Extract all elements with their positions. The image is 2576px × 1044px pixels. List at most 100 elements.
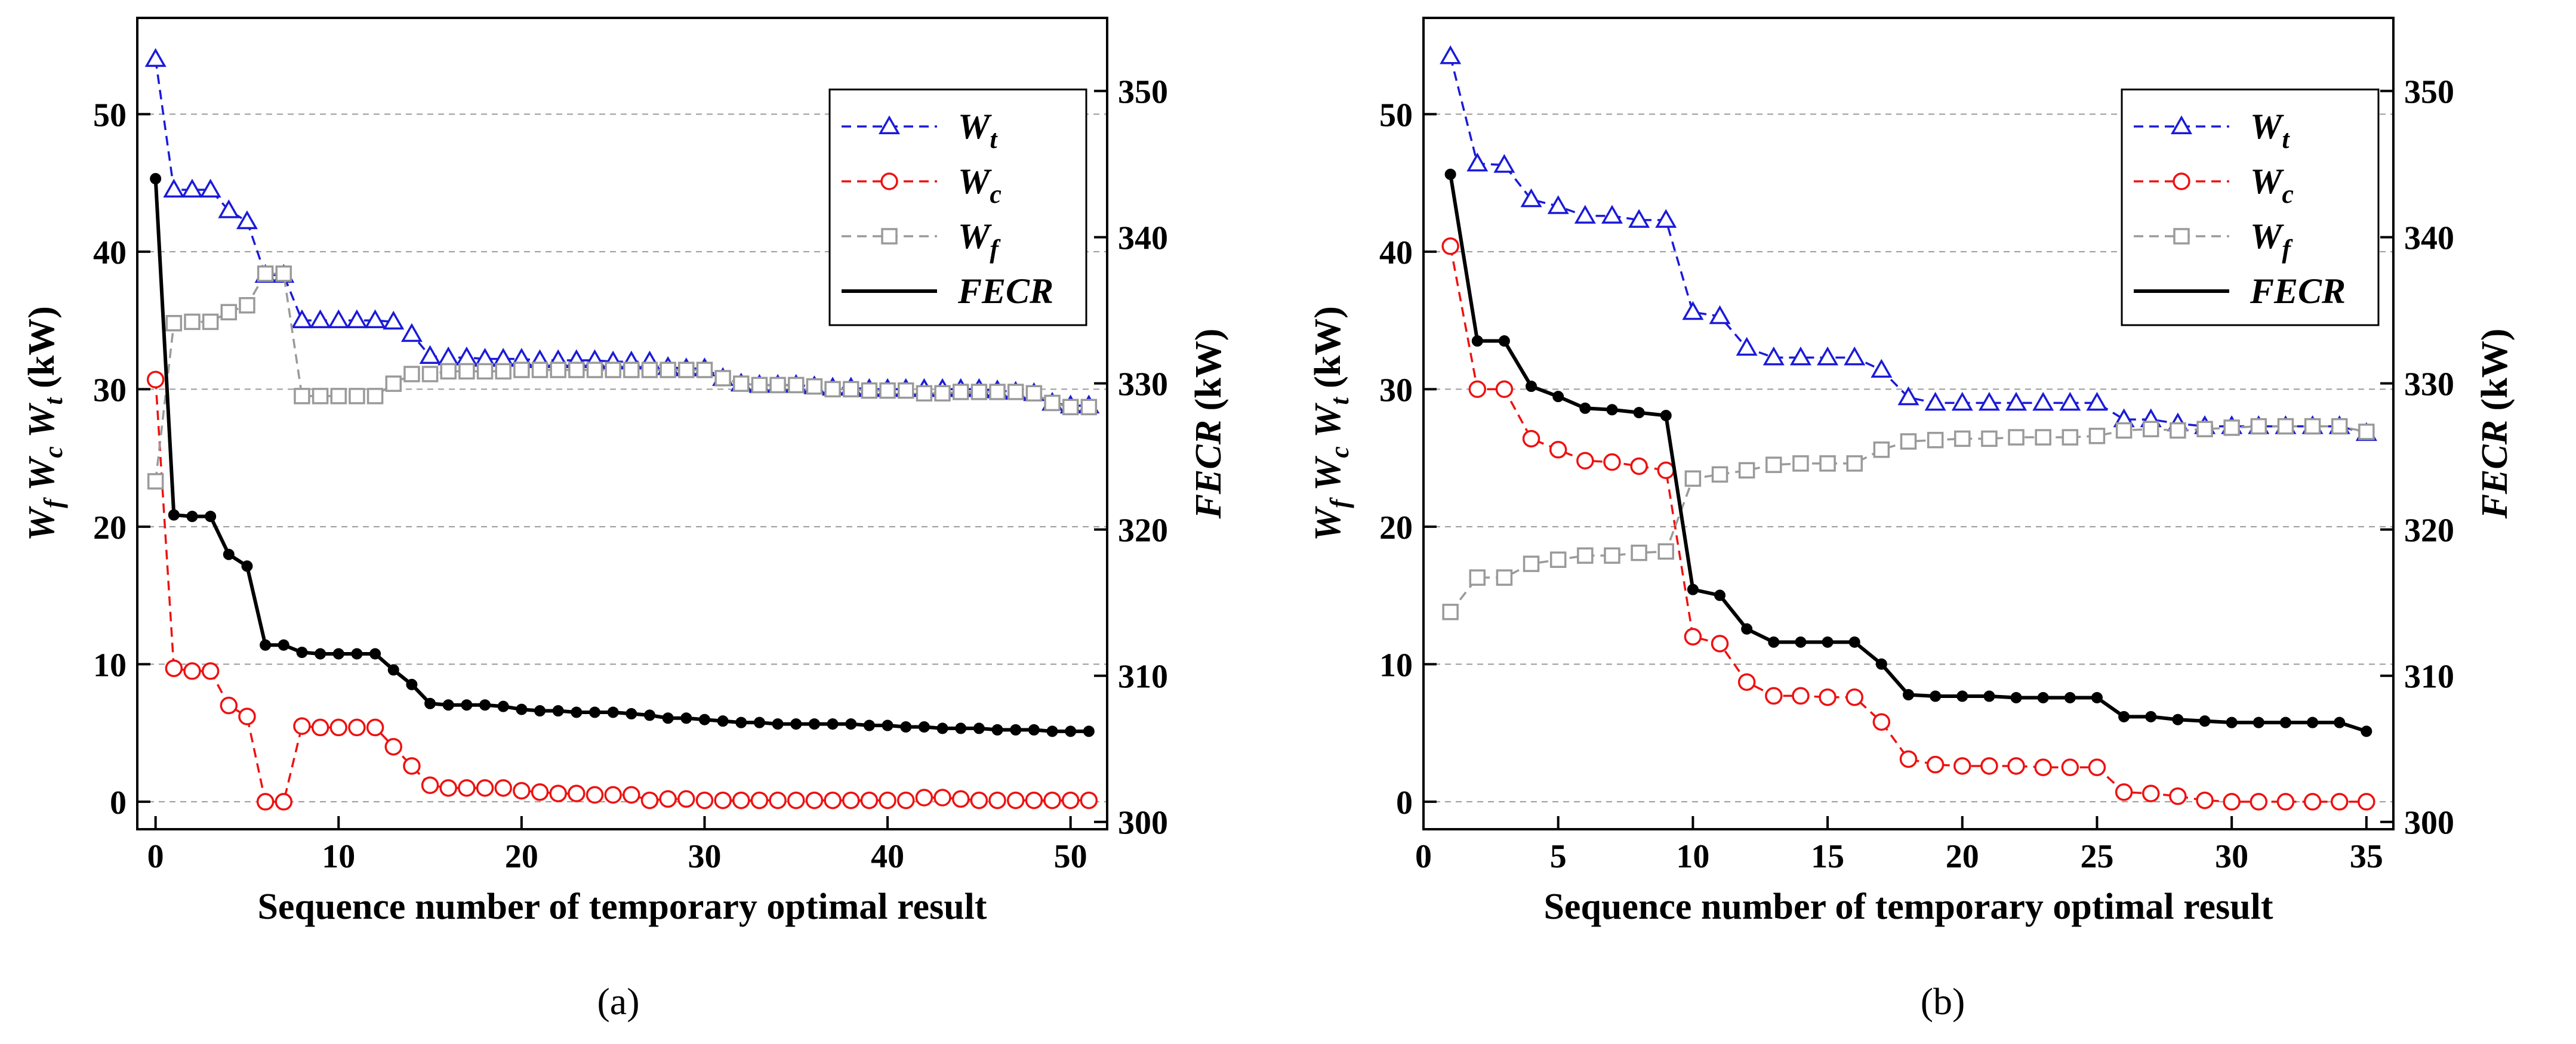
data-point xyxy=(824,381,841,398)
legend-label: Wc xyxy=(2250,162,2294,209)
data-point xyxy=(516,703,528,715)
data-point xyxy=(202,313,219,331)
data-point xyxy=(205,511,217,523)
data-point xyxy=(455,346,477,366)
data-point xyxy=(1792,455,1809,472)
data-point xyxy=(147,473,164,490)
data-point xyxy=(568,784,586,802)
data-point xyxy=(2226,716,2238,728)
data-point xyxy=(1549,551,1567,568)
data-point xyxy=(223,548,235,560)
data-point xyxy=(827,718,839,730)
series-line xyxy=(154,58,1089,407)
data-point xyxy=(2304,418,2321,435)
legend-marker xyxy=(2170,115,2193,134)
data-point xyxy=(349,388,365,404)
data-point xyxy=(497,700,509,712)
data-point xyxy=(1711,466,1728,483)
data-point xyxy=(369,648,381,660)
data-point xyxy=(1552,391,1564,403)
data-point xyxy=(364,309,386,329)
data-point xyxy=(625,708,637,719)
data-point xyxy=(897,382,914,399)
data-point xyxy=(882,719,893,731)
data-point xyxy=(735,716,747,728)
x-axis-title: Sequence number of temporary optimal res… xyxy=(257,887,987,927)
data-point xyxy=(2199,715,2211,727)
plot-frame xyxy=(136,17,1108,830)
data-point xyxy=(534,705,546,717)
y-right-tick-label: 310 xyxy=(1118,659,1168,696)
data-point xyxy=(1526,381,1537,393)
data-point xyxy=(1441,237,1459,255)
x-tick-label: 50 xyxy=(1054,838,1087,875)
data-point xyxy=(1736,336,1758,356)
data-point xyxy=(1682,301,1704,320)
data-point xyxy=(421,366,439,382)
data-point xyxy=(677,790,695,808)
data-point xyxy=(769,376,786,394)
data-point xyxy=(1978,391,2000,411)
data-point xyxy=(419,345,441,365)
legend-marker xyxy=(881,228,898,245)
data-point xyxy=(2037,691,2049,703)
series-fecr xyxy=(150,173,1095,737)
x-tick-label: 35 xyxy=(2350,838,2383,875)
data-point xyxy=(2361,725,2372,737)
data-point xyxy=(293,717,311,735)
data-point xyxy=(640,791,659,810)
y-right-tick-label: 350 xyxy=(1118,74,1168,111)
x-tick-label: 20 xyxy=(1946,838,1979,875)
data-point xyxy=(2091,691,2103,703)
data-point xyxy=(1468,380,1487,399)
data-point xyxy=(2358,793,2375,811)
data-point xyxy=(163,178,185,198)
data-point xyxy=(2145,711,2157,722)
data-point xyxy=(824,791,842,810)
data-point xyxy=(1062,399,1079,416)
data-point xyxy=(1875,658,1887,670)
data-point xyxy=(680,712,692,724)
data-point xyxy=(1709,305,1731,325)
data-point xyxy=(623,786,640,804)
data-point xyxy=(805,791,824,810)
y-left-axis-title: Wf Wc Wt (kW) xyxy=(1308,306,1354,541)
data-point xyxy=(184,313,201,331)
panel-label: (b) xyxy=(1921,980,1965,1023)
data-point xyxy=(2010,691,2022,703)
data-point xyxy=(751,376,768,394)
data-point xyxy=(1956,690,1968,702)
data-point xyxy=(678,362,695,378)
legend-label: FECR xyxy=(957,271,1053,311)
data-point xyxy=(2334,716,2346,728)
data-point xyxy=(236,210,258,230)
data-point xyxy=(1737,673,1756,691)
y-right-tick-label: 300 xyxy=(2404,805,2454,842)
data-point xyxy=(1741,623,1753,635)
y-right-axis-title: FECR (kW) xyxy=(2475,329,2515,520)
data-point xyxy=(186,511,198,523)
data-point xyxy=(1577,547,1594,564)
data-point xyxy=(531,362,549,378)
data-point xyxy=(1871,359,1893,378)
data-point xyxy=(1714,589,1726,601)
legend-marker xyxy=(880,172,898,190)
data-point xyxy=(550,362,566,378)
y-left-tick-label: 20 xyxy=(1379,509,1413,546)
legend-marker xyxy=(878,115,901,134)
data-point xyxy=(2008,429,2025,446)
data-point xyxy=(260,639,272,651)
data-point xyxy=(861,382,878,399)
y-right-tick-label: 340 xyxy=(1118,220,1168,257)
data-point xyxy=(329,718,348,737)
data-point xyxy=(1954,430,1971,447)
data-point xyxy=(2088,427,2106,444)
data-point xyxy=(421,776,439,794)
data-point xyxy=(1630,457,1648,475)
data-point xyxy=(366,718,384,737)
data-point xyxy=(1522,430,1540,448)
data-point xyxy=(2170,422,2186,439)
data-point xyxy=(384,737,402,756)
y-right-tick-label: 330 xyxy=(2404,366,2454,403)
